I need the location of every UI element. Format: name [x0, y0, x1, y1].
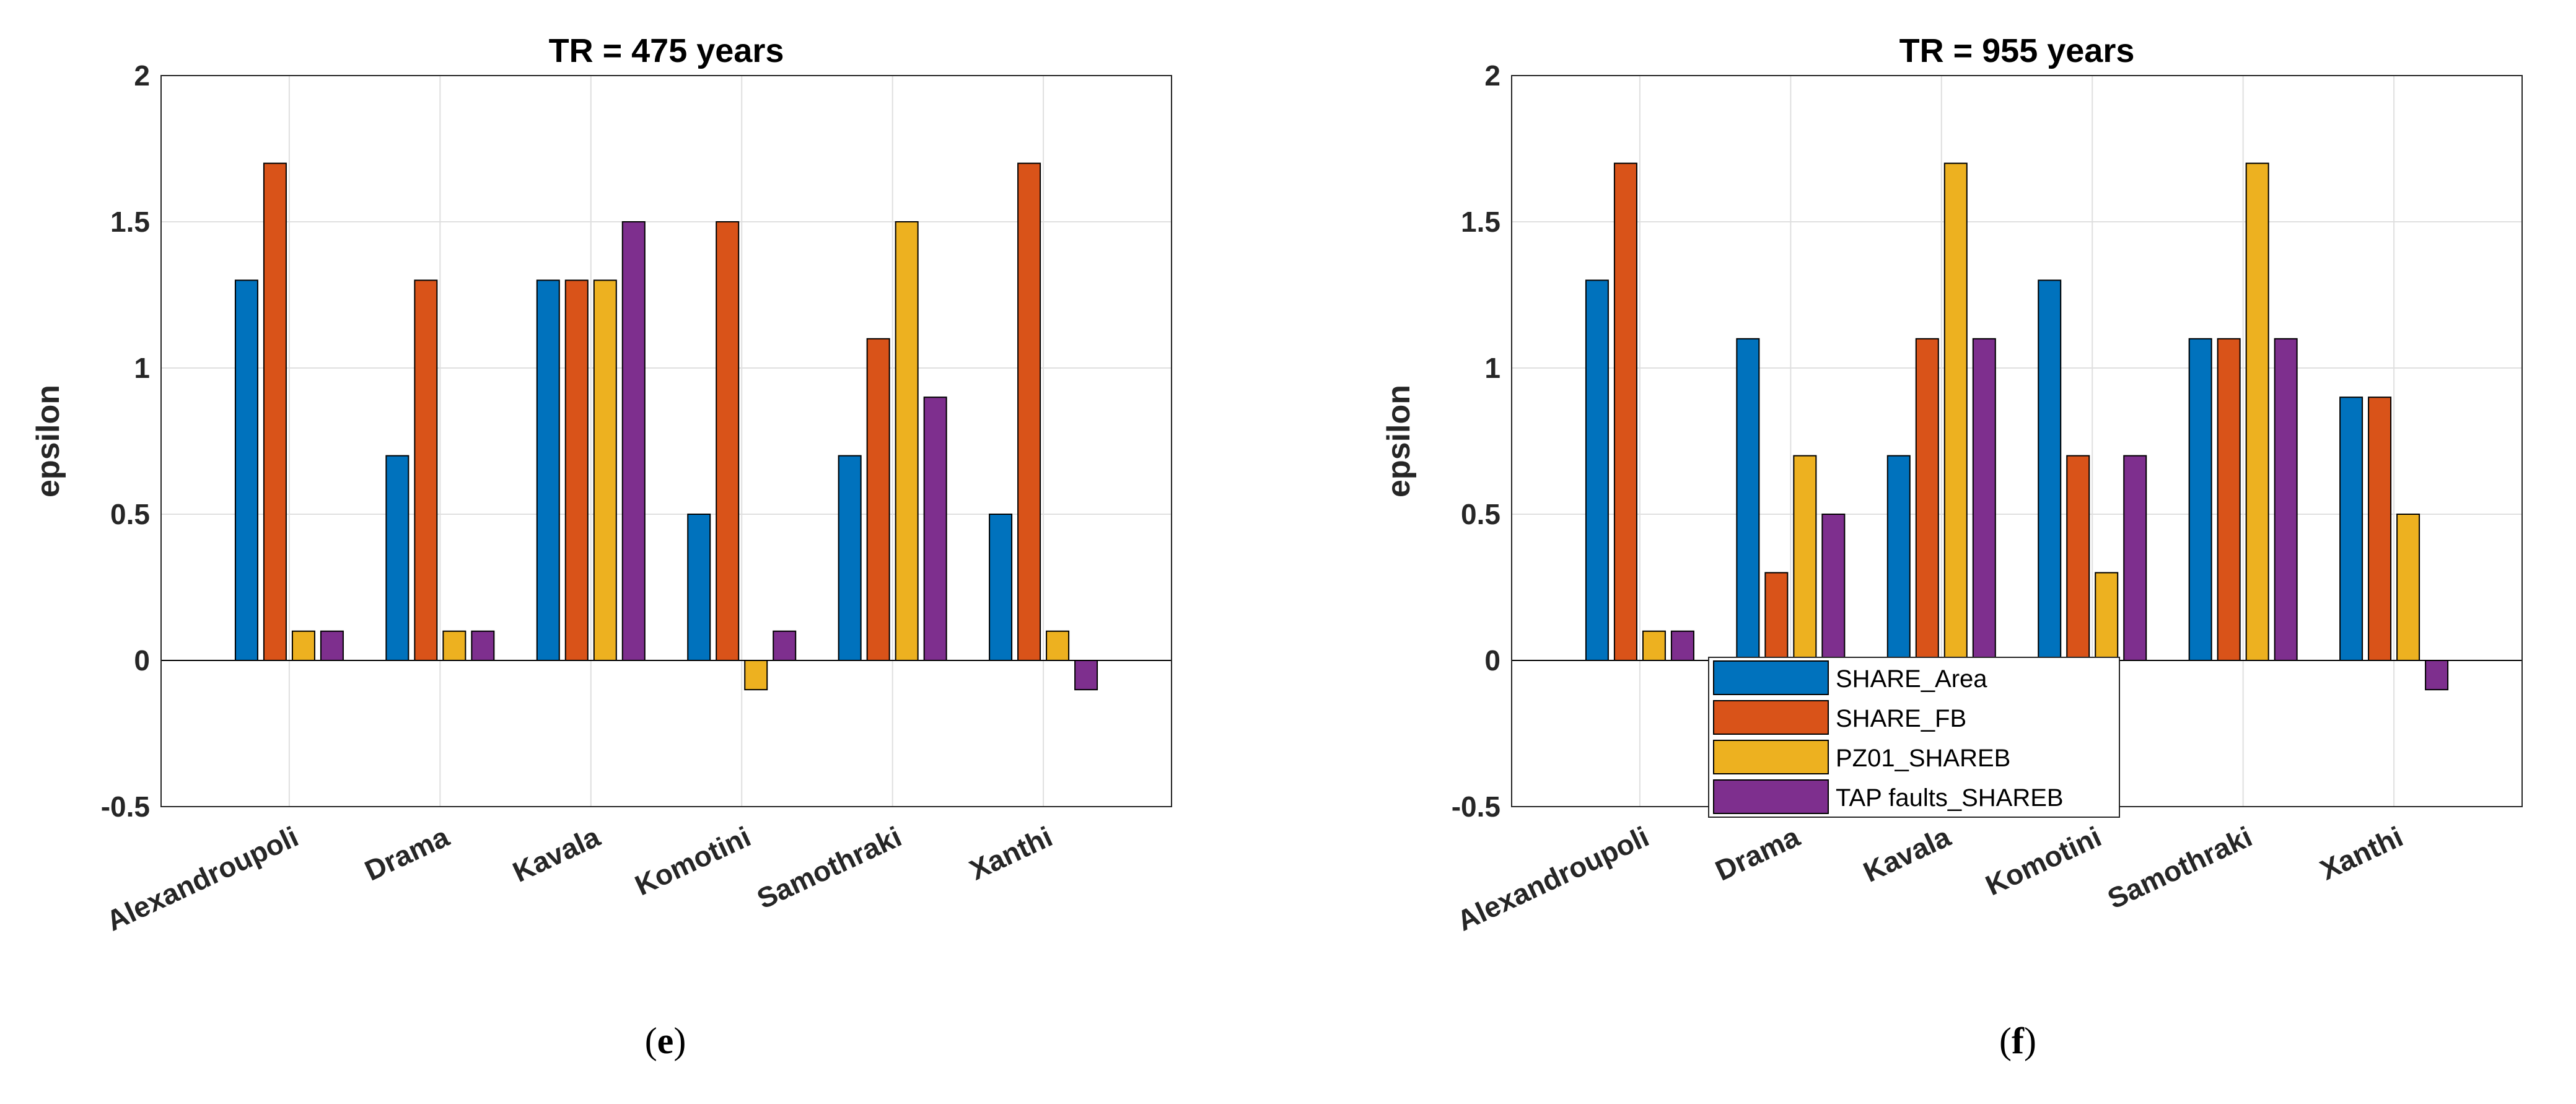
bar-share_area	[536, 279, 560, 661]
bar-tap-faults_shareb	[2274, 338, 2298, 661]
caption-paren-close: )	[673, 1020, 686, 1061]
bar-pz01_shareb	[1793, 455, 1817, 661]
legend-swatch	[1713, 740, 1829, 774]
bar-share_area	[1585, 279, 1609, 661]
bar-share_area	[1886, 455, 1911, 661]
y-axis-label: epsilon	[30, 385, 66, 497]
x-tick-label: Xanthi	[965, 820, 1057, 887]
legend-label: TAP faults_SHAREB	[1836, 784, 2064, 812]
legend-label: SHARE_FB	[1836, 705, 1966, 732]
bar-tap-faults_shareb	[320, 630, 344, 661]
caption-paren-open: (	[645, 1020, 657, 1061]
bar-pz01_shareb	[2095, 572, 2119, 662]
chart-title: TR = 475 years	[549, 32, 784, 69]
y-tick-label: -0.5	[1452, 791, 1500, 823]
x-tick-label: Alexandroupoli	[1452, 820, 1654, 937]
legend: SHARE_Area SHARE_FB PZ01_SHAREB TAP faults_…	[1708, 657, 2120, 818]
bar-tap-faults_shareb	[923, 396, 947, 661]
bar-share_fb	[866, 338, 890, 661]
chart-title: TR = 955 years	[1899, 32, 2135, 69]
y-tick-label: 0.5	[1461, 498, 1500, 530]
x-tick-label: Samothraki	[752, 820, 906, 915]
chart-panel-f: -0.5 0 0.5 1 1.5 2 Alexandroupoli Drama Kavala Ko…	[1381, 32, 2523, 1061]
caption-paren-close: )	[2024, 1020, 2036, 1061]
x-tick-label: Komotini	[630, 820, 756, 901]
bar-share_fb	[1017, 162, 1041, 662]
bar-share_area	[989, 514, 1013, 661]
bar-pz01_shareb	[291, 630, 315, 661]
x-tick-label: Xanthi	[2315, 820, 2407, 887]
x-tick-label: Samothraki	[2103, 820, 2257, 915]
axes-box	[160, 75, 1172, 807]
y-tick-label: -0.5	[101, 791, 150, 823]
bar-pz01_shareb	[895, 221, 919, 661]
bar-share_area	[234, 279, 258, 661]
bar-pz01_shareb	[2396, 514, 2420, 661]
bar-tap-faults_shareb	[621, 221, 646, 661]
y-tick-label: 0.5	[110, 498, 150, 530]
bar-pz01_shareb	[593, 279, 617, 661]
bar-share_area	[2339, 396, 2364, 661]
bar-tap-faults_shareb	[1670, 630, 1694, 661]
bar-share_area	[838, 455, 862, 661]
y-tick-label: 2	[1484, 59, 1500, 92]
bar-share_area	[1736, 338, 1760, 661]
bar-share_fb	[414, 279, 438, 661]
bar-tap-faults_shareb	[1074, 660, 1098, 691]
bar-pz01_shareb	[1642, 630, 1666, 661]
bar-tap-faults_shareb	[773, 630, 797, 661]
caption-paren-open: (	[1999, 1020, 2012, 1061]
y-tick-label: 2	[134, 59, 150, 92]
bar-tap-faults_shareb	[2425, 660, 2449, 691]
bar-share_fb	[263, 162, 287, 662]
panel-caption: (e)	[645, 1020, 686, 1061]
caption-letter: e	[657, 1020, 674, 1061]
legend-swatch	[1713, 700, 1829, 735]
x-tick-label: Kavala	[508, 820, 605, 888]
y-tick-label: 1.5	[1461, 206, 1500, 238]
legend-label: PZ01_SHAREB	[1836, 745, 2010, 772]
bar-pz01_shareb	[442, 630, 467, 661]
chart-panel-e: -0.5 0 0.5 1 1.5 2 Alexandroupoli Drama Kavala Ko…	[30, 32, 1172, 1061]
bar-share_area	[385, 455, 410, 661]
bar-share_fb	[716, 221, 740, 661]
y-axis-label: epsilon	[1381, 385, 1417, 497]
bar-tap-faults_shareb	[1972, 338, 1996, 661]
bar-share_fb	[1613, 162, 1637, 662]
y-tick-label: 1	[1484, 352, 1500, 384]
x-tick-label: Komotini	[1981, 820, 2106, 901]
x-tick-label: Alexandroupoli	[102, 820, 303, 937]
y-tick-label: 1	[134, 352, 150, 384]
bar-share_fb	[1915, 338, 1939, 661]
legend-swatch	[1713, 660, 1829, 695]
bar-share_fb	[2217, 338, 2241, 661]
bar-share_fb	[1764, 572, 1789, 662]
plot-area	[161, 76, 1172, 807]
bar-share_fb	[2066, 455, 2090, 661]
panel-caption: (f)	[1999, 1020, 2036, 1061]
y-tick-label: 0	[134, 644, 150, 677]
bar-share_area	[2188, 338, 2212, 661]
x-tick-label: Kavala	[1859, 820, 1956, 888]
bar-pz01_shareb	[2245, 162, 2269, 662]
bar-tap-faults_shareb	[1821, 514, 1846, 661]
bar-share_fb	[2368, 396, 2392, 661]
bar-tap-faults_shareb	[2123, 455, 2147, 661]
bar-tap-faults_shareb	[471, 630, 495, 661]
bar-share_area	[687, 514, 711, 661]
y-tick-label: 1.5	[110, 206, 150, 238]
bar-pz01_shareb	[1943, 162, 1968, 662]
bar-pz01_shareb	[1046, 630, 1070, 661]
x-tick-label: Drama	[360, 820, 454, 887]
bar-pz01_shareb	[744, 660, 768, 691]
bar-share_area	[2038, 279, 2062, 661]
legend-swatch	[1713, 779, 1829, 814]
y-tick-label: 0	[1484, 644, 1500, 677]
x-tick-label: Drama	[1711, 820, 1805, 887]
bar-share_fb	[564, 279, 589, 661]
legend-label: SHARE_Area	[1836, 665, 1987, 693]
caption-letter: f	[2012, 1020, 2025, 1061]
